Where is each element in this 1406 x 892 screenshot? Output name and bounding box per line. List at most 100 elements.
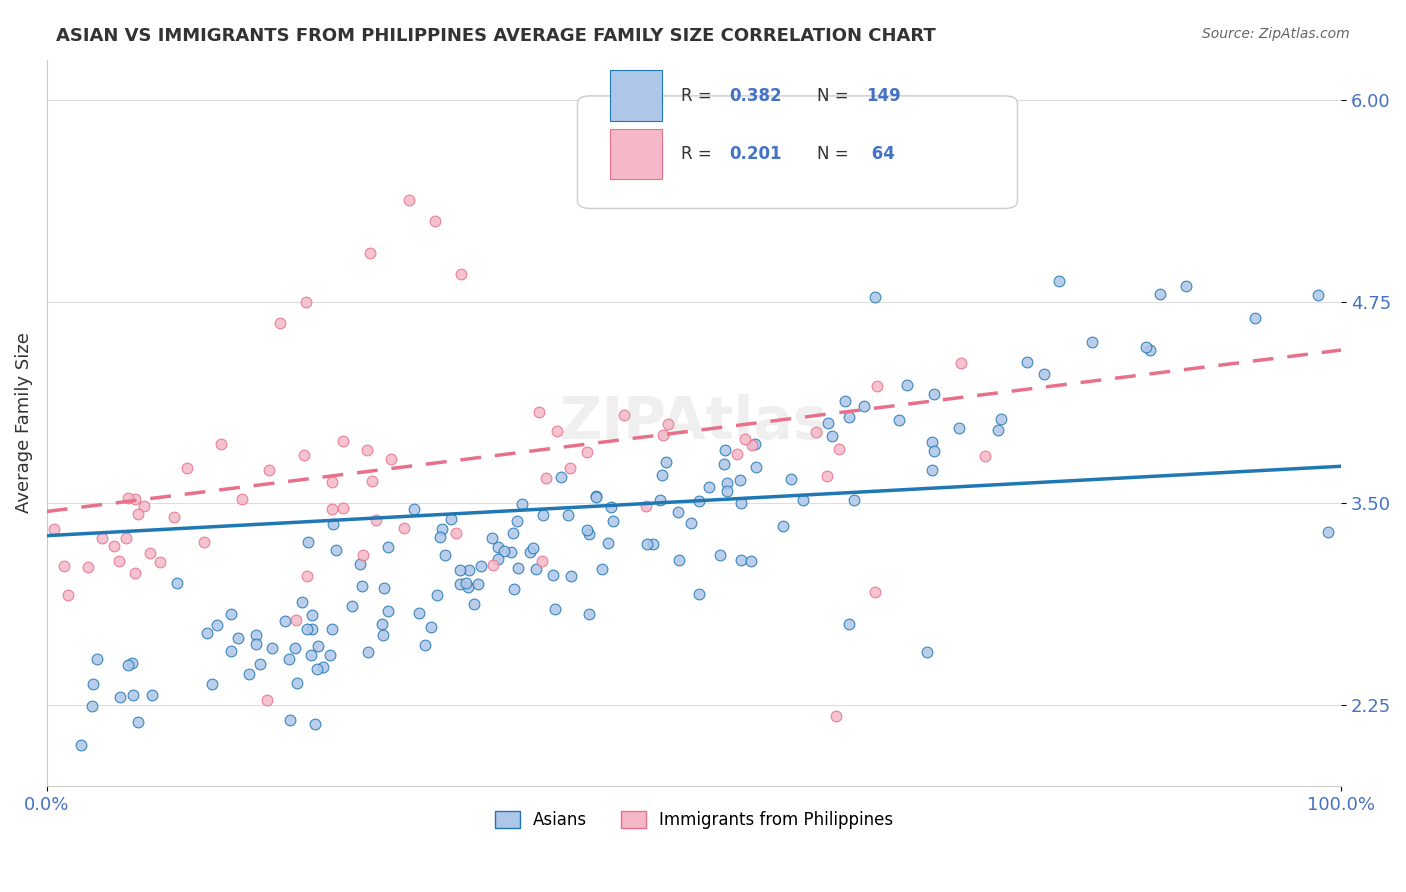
- Point: [591, 562, 613, 576]
- Point: [499, 544, 522, 558]
- Point: [274, 615, 297, 629]
- Point: [269, 316, 291, 330]
- Point: [1047, 274, 1070, 288]
- Point: [896, 378, 918, 392]
- Point: [426, 588, 449, 602]
- Point: [356, 442, 378, 457]
- Point: [948, 420, 970, 434]
- Point: [342, 599, 364, 614]
- Text: ZIPAtlas: ZIPAtlas: [560, 394, 828, 451]
- Text: R =: R =: [681, 87, 717, 105]
- Point: [231, 491, 253, 506]
- Point: [806, 425, 828, 439]
- Point: [486, 552, 509, 566]
- Point: [209, 436, 232, 450]
- Point: [503, 582, 526, 596]
- Point: [681, 516, 703, 531]
- Point: [245, 628, 267, 642]
- Point: [86, 652, 108, 666]
- Point: [915, 645, 938, 659]
- Point: [634, 500, 657, 514]
- Point: [636, 537, 658, 551]
- Point: [141, 688, 163, 702]
- Point: [744, 437, 766, 451]
- Text: N =: N =: [817, 87, 853, 105]
- Point: [544, 602, 567, 616]
- Point: [924, 387, 946, 401]
- Point: [127, 714, 149, 729]
- Point: [522, 541, 544, 556]
- Legend: Asians, Immigrants from Philippines: Asians, Immigrants from Philippines: [488, 804, 900, 836]
- Point: [709, 548, 731, 562]
- Point: [256, 693, 278, 707]
- Point: [42, 522, 65, 536]
- Point: [863, 585, 886, 599]
- Point: [1081, 335, 1104, 350]
- Point: [134, 499, 156, 513]
- Point: [117, 657, 139, 672]
- Point: [825, 709, 848, 723]
- Point: [530, 554, 553, 568]
- Point: [519, 545, 541, 559]
- Point: [950, 355, 973, 369]
- Point: [1306, 288, 1329, 302]
- Point: [413, 638, 436, 652]
- Point: [534, 471, 557, 485]
- Point: [52, 559, 75, 574]
- Point: [734, 432, 756, 446]
- Point: [578, 527, 600, 541]
- Point: [149, 555, 172, 569]
- Point: [301, 607, 323, 622]
- Point: [439, 512, 461, 526]
- Point: [122, 689, 145, 703]
- Point: [284, 640, 307, 655]
- Point: [321, 475, 343, 490]
- Point: [889, 413, 911, 427]
- Point: [449, 564, 471, 578]
- Point: [454, 576, 477, 591]
- Point: [666, 505, 689, 519]
- Point: [371, 616, 394, 631]
- Point: [651, 468, 673, 483]
- Point: [558, 460, 581, 475]
- Point: [470, 559, 492, 574]
- Point: [332, 434, 354, 449]
- Point: [1149, 286, 1171, 301]
- Point: [602, 514, 624, 528]
- Point: [249, 657, 271, 671]
- Point: [550, 470, 572, 484]
- Text: 64: 64: [866, 145, 896, 163]
- Point: [332, 501, 354, 516]
- Point: [76, 559, 98, 574]
- Point: [432, 522, 454, 536]
- Point: [307, 661, 329, 675]
- Point: [124, 566, 146, 580]
- Point: [697, 480, 720, 494]
- Point: [404, 501, 426, 516]
- Point: [576, 445, 599, 459]
- Point: [219, 607, 242, 622]
- Point: [1139, 343, 1161, 357]
- Point: [600, 500, 623, 514]
- Point: [108, 554, 131, 568]
- FancyBboxPatch shape: [578, 96, 1018, 209]
- Point: [449, 577, 471, 591]
- Point: [529, 405, 551, 419]
- Point: [481, 531, 503, 545]
- Point: [364, 513, 387, 527]
- Point: [360, 474, 382, 488]
- Point: [121, 657, 143, 671]
- Point: [319, 648, 342, 662]
- Point: [292, 448, 315, 462]
- Point: [408, 607, 430, 621]
- Point: [842, 493, 865, 508]
- Point: [90, 531, 112, 545]
- Point: [433, 548, 456, 562]
- Point: [1244, 311, 1267, 326]
- Point: [420, 620, 443, 634]
- Point: [772, 518, 794, 533]
- Point: [226, 631, 249, 645]
- Point: [973, 449, 995, 463]
- Point: [80, 699, 103, 714]
- Point: [127, 507, 149, 521]
